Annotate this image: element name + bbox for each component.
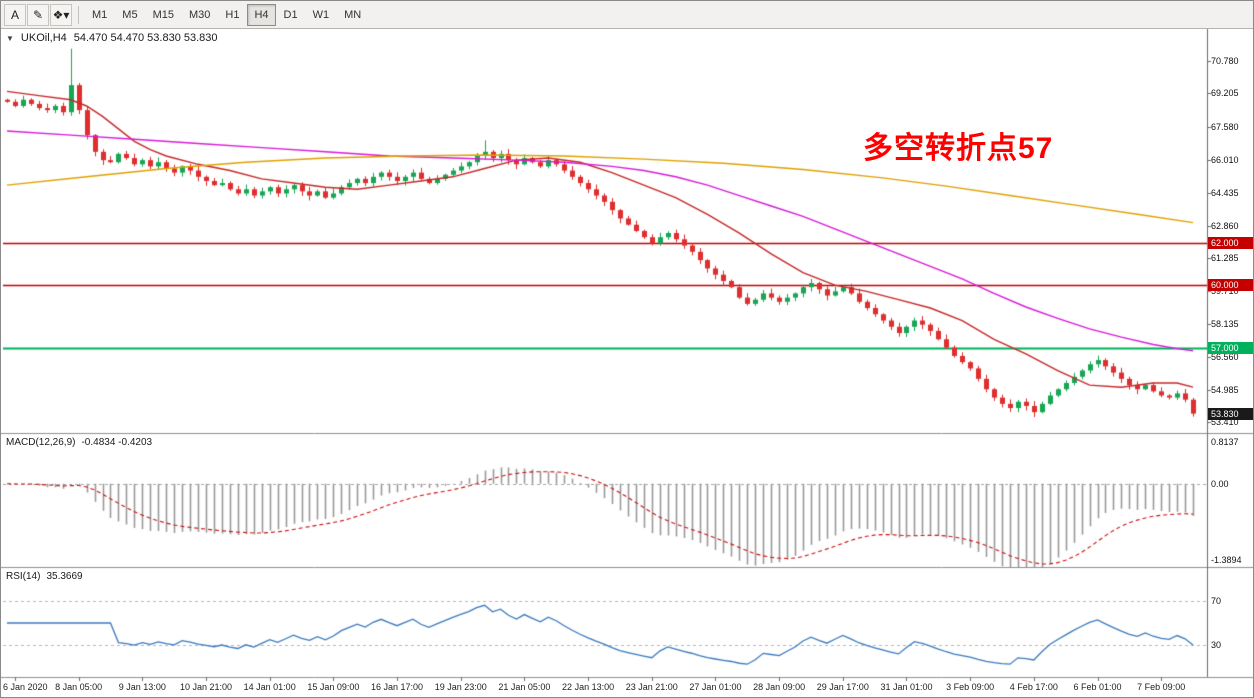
time-axis-label: 22 Jan 13:00 (562, 682, 615, 692)
macd-axis-label: 0.00 (1211, 478, 1229, 489)
price-axis-label: 61.285 (1211, 253, 1239, 264)
price-axis-label: 66.010 (1211, 154, 1239, 165)
time-axis-label: 15 Jan 09:00 (307, 682, 360, 692)
timeframe-button-mn[interactable]: MN (337, 4, 368, 26)
timeframe-button-m30[interactable]: M30 (182, 4, 217, 26)
time-axis-label: 10 Jan 21:00 (179, 682, 233, 692)
macd-values: -0.4834 -0.4203 (81, 437, 153, 448)
price-axis-label: 62.860 (1211, 220, 1239, 231)
rsi-indicator-label: RSI(14) 35.3669 (6, 571, 83, 582)
time-axis-label: 8 Jan 05:00 (55, 682, 103, 692)
price-axis-label: 67.580 (1211, 122, 1239, 133)
time-axis-label: 27 Jan 01:00 (689, 682, 742, 692)
time-axis-label: 14 Jan 01:00 (243, 682, 296, 692)
objects-dropdown-button[interactable]: ❖▾ (50, 3, 72, 26)
chart-annotation-text[interactable]: 多空转折点57 (863, 132, 1054, 165)
time-axis-label: 31 Jan 01:00 (880, 682, 933, 692)
draw-tool-button[interactable]: ✎ (27, 3, 49, 26)
chart-symbol-timeframe: UKOil,H4 (20, 32, 67, 44)
time-axis-label: 9 Jan 13:00 (118, 682, 166, 692)
rsi-value: 35.3669 (46, 571, 83, 582)
timeframe-button-m1[interactable]: M1 (85, 4, 114, 26)
chart-window: ▼ UKOil,H4 54.470 54.470 53.830 53.830 多… (1, 29, 1253, 697)
time-axis-label: 21 Jan 05:00 (498, 682, 551, 692)
timeframe-button-m5[interactable]: M5 (115, 4, 144, 26)
timeframe-button-d1[interactable]: D1 (277, 4, 305, 26)
timeframe-button-h4[interactable]: H4 (247, 3, 276, 26)
price-axis-label: 53.410 (1211, 417, 1239, 428)
price-axis-label: 58.135 (1211, 318, 1239, 329)
chart-title-row: ▼ UKOil,H4 54.470 54.470 53.830 53.830 (6, 32, 218, 44)
macd-axis-label: -1.3894 (1211, 555, 1242, 565)
time-axis-label: 4 Feb 17:00 (1009, 682, 1058, 692)
macd-indicator-label: MACD(12,26,9) -0.4834 -0.4203 (6, 437, 152, 448)
timeframe-button-w1[interactable]: W1 (306, 4, 337, 26)
price-axis-label: 70.780 (1211, 55, 1239, 66)
price-axis-label: 69.205 (1211, 88, 1239, 99)
toolbar: A ✎ ❖▾ M1 M5 M15 M30 H1 H4 D1 W1 MN (1, 1, 1253, 29)
timeframe-button-h1[interactable]: H1 (218, 4, 246, 26)
current-price-badge: 53.830 (1208, 407, 1253, 420)
time-axis-label: 7 Feb 09:00 (1137, 682, 1186, 692)
hline-price-badge-60: 60.000 (1208, 279, 1253, 292)
time-axis-label: 16 Jan 17:00 (371, 682, 424, 692)
chart-ohlc-values: 54.470 54.470 53.830 53.830 (73, 32, 218, 44)
pointer-tool-button[interactable]: A (4, 3, 26, 26)
rsi-axis-label: 70 (1211, 596, 1222, 607)
price-axis-label: 56.560 (1211, 351, 1239, 362)
rsi-name: RSI(14) (6, 571, 41, 582)
macd-axis-label: 0.8137 (1211, 437, 1239, 447)
time-axis-label: 6 Jan 2020 (3, 682, 48, 692)
price-axis-label: 59.710 (1211, 286, 1239, 297)
hline-price-badge-57: 57.000 (1208, 341, 1253, 354)
hline-price-badge-62: 62.000 (1208, 237, 1253, 250)
time-axis-label: 29 Jan 17:00 (816, 682, 869, 692)
rsi-axis-label: 30 (1211, 639, 1222, 650)
time-axis-label: 19 Jan 23:00 (434, 682, 487, 692)
time-axis-label: 28 Jan 09:00 (753, 682, 806, 692)
time-axis-label: 3 Feb 09:00 (946, 682, 995, 692)
toolbar-separator (78, 5, 79, 24)
macd-name: MACD(12,26,9) (6, 437, 76, 448)
price-axis-label: 54.985 (1211, 384, 1239, 395)
price-axis-label: 64.435 (1211, 187, 1239, 198)
time-axis-label: 6 Feb 01:00 (1073, 682, 1122, 692)
time-axis-label: 23 Jan 21:00 (625, 682, 678, 692)
timeframe-button-m15[interactable]: M15 (146, 4, 181, 26)
chart-canvas[interactable] (1, 29, 1253, 697)
collapse-chart-icon[interactable]: ▼ (6, 33, 14, 43)
